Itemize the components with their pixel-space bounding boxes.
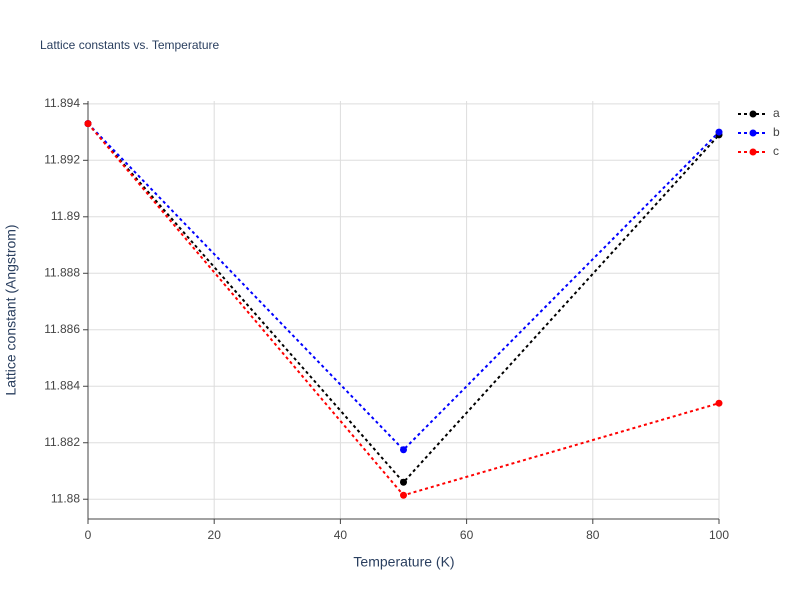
x-axis-title: Temperature (K) xyxy=(353,554,454,570)
y-tick-label: 11.89 xyxy=(51,209,80,223)
x-tick-label: 40 xyxy=(334,528,348,542)
x-tick-label: 100 xyxy=(709,528,729,542)
x-tick-label: 0 xyxy=(85,528,92,542)
y-tick-label: 11.882 xyxy=(44,435,80,449)
data-point xyxy=(400,478,407,486)
y-axis-title: Lattice constant (Angstrom) xyxy=(3,224,19,395)
legend-label: a xyxy=(773,106,780,120)
legend-marker xyxy=(749,110,757,118)
chart-title: Lattice constants vs. Temperature xyxy=(40,38,220,52)
y-tick-label: 11.88 xyxy=(51,491,80,505)
y-tick-label: 11.886 xyxy=(44,322,80,336)
series-line xyxy=(87,122,720,484)
legend-marker xyxy=(749,129,757,137)
legend-label: b xyxy=(773,125,780,139)
y-tick-label: 11.894 xyxy=(44,96,80,110)
series-line xyxy=(87,122,720,497)
data-point xyxy=(715,128,723,136)
data-point xyxy=(400,446,407,454)
x-tick-label: 80 xyxy=(586,528,600,542)
legend-marker xyxy=(749,148,757,156)
data-point xyxy=(715,399,723,407)
y-tick-label: 11.888 xyxy=(44,265,80,279)
x-tick-label: 60 xyxy=(460,528,474,542)
legend-label: c xyxy=(773,144,779,158)
series-line xyxy=(87,122,720,452)
y-tick-label: 11.892 xyxy=(44,152,80,166)
x-tick-label: 20 xyxy=(208,528,222,542)
data-point xyxy=(400,491,407,499)
data-point xyxy=(84,120,92,128)
y-tick-label: 11.884 xyxy=(44,378,80,392)
